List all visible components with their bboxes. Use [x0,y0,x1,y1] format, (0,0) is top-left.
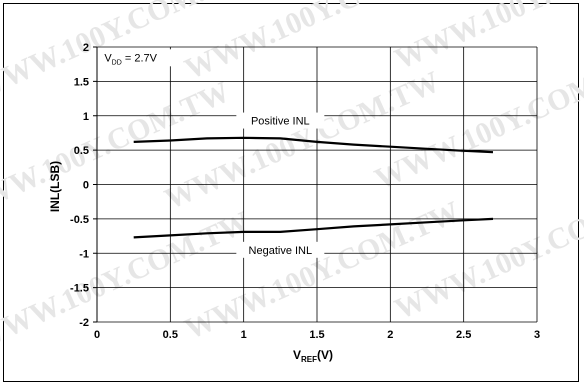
y-tick-label: -1 [79,248,89,260]
annotation-text: VDD = 2.7V [104,52,157,66]
y-tick-label: 0.5 [74,145,89,157]
annotation-background [101,49,172,67]
x-tick-label: 1 [241,329,247,341]
x-tick-label: 2 [387,329,393,341]
x-tick-label: 3 [534,329,540,341]
inl-vs-vref-chart: -2 -1.5 -1 -0.5 0 0.5 1 1.5 2 0 0.5 1 1.5 2 2.5 3 VREF(V… [48,42,540,364]
y-tick-label: -1.5 [70,283,89,295]
x-axis-label: VREF(V) [293,348,333,364]
y-tick-label: 0 [83,180,89,192]
series-label: Positive INL [251,116,310,128]
x-tick-label: 0 [94,329,100,341]
y-tick-label: -2 [79,317,89,329]
series-line-negative-inl [133,217,494,239]
series-label-background [236,112,325,129]
x-tick-label: 2.5 [456,329,471,341]
series-label-background [236,241,325,258]
series-label: Negative INL [249,245,313,257]
x-tick-label: 1.5 [309,329,324,341]
x-tick-label: 0.5 [163,329,178,341]
series-line-positive-inl [133,136,494,154]
y-tick-label: 1.5 [74,76,89,88]
y-tick-label: -0.5 [70,214,89,226]
y-tick-label: 1 [83,111,89,123]
y-axis-label: INL(LSB) [48,161,62,212]
y-tick-label: 2 [83,42,89,54]
